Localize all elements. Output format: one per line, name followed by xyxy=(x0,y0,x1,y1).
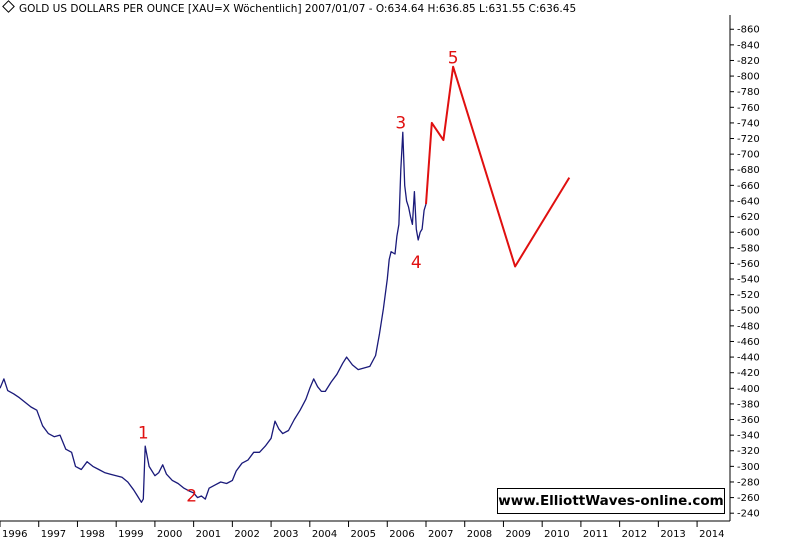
y-tick-label: -680 xyxy=(737,165,760,176)
y-tick-label: -760 xyxy=(737,103,760,114)
y-tick-label: -500 xyxy=(737,306,760,317)
x-tick-label: 2001 xyxy=(196,529,221,540)
y-tick-label: -700 xyxy=(737,150,760,161)
y-tick-label: -440 xyxy=(737,353,760,364)
x-tick-label: 1999 xyxy=(118,529,143,540)
x-tick-label: 1996 xyxy=(2,529,27,540)
y-tick-label: -480 xyxy=(737,321,760,332)
x-tick-label: 2009 xyxy=(505,529,530,540)
x-tick-label: 2002 xyxy=(234,529,259,540)
x-tick-label: 1997 xyxy=(41,529,66,540)
projection-line xyxy=(425,65,571,268)
x-tick-label: 2008 xyxy=(467,529,492,540)
x-tick-label: 2003 xyxy=(273,529,298,540)
wave-labels: 1 2 3 4 5 xyxy=(138,49,459,507)
website-credit: www.ElliottWaves-online.com xyxy=(497,488,725,514)
y-tick-label: -780 xyxy=(737,87,760,98)
y-tick-label: -620 xyxy=(737,212,760,223)
x-tick-label: 2012 xyxy=(622,529,647,540)
y-tick-label: -300 xyxy=(737,462,760,473)
y-tick-label: -320 xyxy=(737,446,760,457)
x-tick-label: 2006 xyxy=(389,529,414,540)
x-tick-label: 2014 xyxy=(699,529,724,540)
y-tick-label: -580 xyxy=(737,243,760,254)
x-tick-label: 2000 xyxy=(157,529,182,540)
y-tick-label: -660 xyxy=(737,181,760,192)
y-tick-label: -340 xyxy=(737,431,760,442)
x-tick-label: 2013 xyxy=(660,529,685,540)
x-tick-label: 2004 xyxy=(312,529,337,540)
y-tick-label: -800 xyxy=(737,72,760,83)
x-tick-label: 2005 xyxy=(351,529,376,540)
y-tick-label: -380 xyxy=(737,399,760,410)
x-tick-label: 2011 xyxy=(583,529,608,540)
chart-title: GOLD US DOLLARS PER OUNCE [XAU=X Wöchent… xyxy=(19,3,577,15)
y-tick-label: -420 xyxy=(737,368,760,379)
wave-label-1: 1 xyxy=(138,423,149,443)
y-tick-label: -740 xyxy=(737,118,760,129)
axes: -240 -260 -280 -300 -320 -340 -360 -380 -400 -420… xyxy=(0,15,760,540)
x-tick-label: 2007 xyxy=(428,529,453,540)
x-tick-label: 1998 xyxy=(79,529,104,540)
y-tick-label: -640 xyxy=(737,196,760,207)
wave-label-2: 2 xyxy=(186,486,197,506)
y-tick-label: -460 xyxy=(737,337,760,348)
y-tick-label: -260 xyxy=(737,493,760,504)
y-tick-label: -720 xyxy=(737,134,760,145)
chart-header: GOLD US DOLLARS PER OUNCE [XAU=X Wöchent… xyxy=(2,0,577,15)
y-tick-label: -360 xyxy=(737,415,760,426)
x-tick-label: 2010 xyxy=(544,529,569,540)
y-tick-label: -520 xyxy=(737,290,760,301)
wave-label-5: 5 xyxy=(448,49,459,69)
y-tick-label: -400 xyxy=(737,384,760,395)
wave-label-4: 4 xyxy=(411,253,422,273)
y-tick-label: -560 xyxy=(737,259,760,270)
series-layer xyxy=(0,65,571,503)
y-tick-label: -860 xyxy=(737,25,760,36)
wave-label-3: 3 xyxy=(395,113,406,133)
y-tick-label: -840 xyxy=(737,40,760,51)
y-tick-label: -280 xyxy=(737,477,760,488)
y-tick-label: -240 xyxy=(737,509,760,520)
price-line xyxy=(0,131,427,503)
y-tick-label: -820 xyxy=(737,56,760,67)
y-tick-label: -600 xyxy=(737,228,760,239)
y-tick-label: -540 xyxy=(737,275,760,286)
